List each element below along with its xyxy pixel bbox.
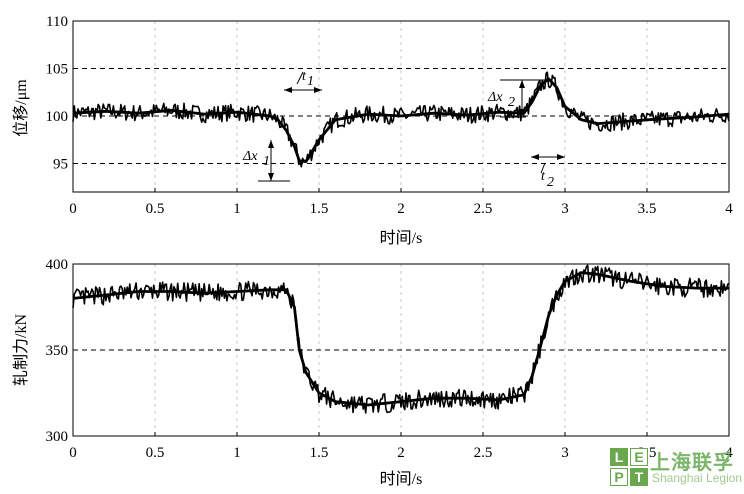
displacement-trend bbox=[72, 77, 730, 164]
x-tick-label: 3 bbox=[561, 201, 569, 217]
y-tick-label: 300 bbox=[46, 429, 69, 445]
y-tick-label: 95 bbox=[53, 157, 68, 173]
x-tick-label: 2.5 bbox=[474, 445, 493, 461]
annotation-dx1: Δx 1 bbox=[242, 140, 290, 182]
t2-label: t bbox=[541, 169, 546, 184]
t2-subscript: 2 bbox=[547, 175, 554, 190]
annotation-dx2: Δx 2 bbox=[487, 79, 552, 118]
displacement-series bbox=[72, 71, 730, 168]
rolling-force-ticks: 00.511.522.533.54300350400 bbox=[46, 257, 734, 461]
rolling-force-x-axis-label: 时间/s bbox=[380, 470, 423, 488]
x-tick-label: 1 bbox=[233, 201, 241, 217]
x-tick-label: 4 bbox=[725, 445, 733, 461]
x-tick-label: 1.5 bbox=[310, 201, 329, 217]
logo-letter: E bbox=[630, 448, 648, 466]
displacement-grid bbox=[73, 21, 729, 192]
x-tick-label: 2 bbox=[397, 445, 405, 461]
t1-subscript: 1 bbox=[307, 74, 314, 89]
rolling-force-y-axis-label: 轧制力/kN bbox=[12, 314, 30, 386]
x-tick-label: 0.5 bbox=[146, 445, 165, 461]
y-tick-label: 350 bbox=[46, 343, 69, 359]
displacement-x-axis-label: 时间/s bbox=[380, 229, 423, 247]
x-tick-label: 1.5 bbox=[310, 445, 329, 461]
dx2-label: Δx bbox=[487, 90, 503, 105]
t1-label: t bbox=[302, 69, 307, 84]
dx2-subscript: 2 bbox=[508, 95, 515, 110]
rolling-force-trend bbox=[72, 271, 729, 407]
x-tick-label: 2 bbox=[397, 201, 405, 217]
x-tick-label: 0.5 bbox=[146, 201, 165, 217]
watermark-name-en: Shanghai Legion bbox=[652, 471, 743, 485]
x-tick-label: 4 bbox=[725, 201, 733, 217]
displacement-y-axis-label: 位移/μm bbox=[12, 79, 30, 137]
annotation-t1: t 1 bbox=[284, 69, 322, 93]
x-tick-label: 3 bbox=[561, 445, 569, 461]
lept-logo: L E P T bbox=[610, 448, 650, 486]
x-tick-label: 3.5 bbox=[638, 201, 657, 217]
y-tick-label: 400 bbox=[46, 257, 69, 273]
x-tick-label: 1 bbox=[233, 445, 241, 461]
logo-letter: L bbox=[610, 448, 628, 466]
watermark-name-cn: 上海联孚 bbox=[650, 450, 734, 474]
dx1-subscript: 1 bbox=[263, 154, 270, 169]
y-tick-label: 100 bbox=[46, 109, 69, 125]
dx1-label: Δx bbox=[242, 149, 258, 164]
y-tick-label: 110 bbox=[46, 14, 68, 30]
annotation-t2: t 2 bbox=[531, 154, 565, 190]
x-tick-label: 0 bbox=[69, 445, 77, 461]
rolling-force-panel: 00.511.522.533.54300350400 时间/s 轧制力/kN bbox=[12, 257, 733, 488]
logo-letter: P bbox=[610, 468, 628, 486]
displacement-ticks: 0 0.5 1 1.5 2 2.5 3 3.5 4 95 100 105 110 bbox=[46, 14, 734, 217]
y-tick-label: 105 bbox=[46, 62, 69, 78]
x-tick-label: 0 bbox=[69, 201, 77, 217]
displacement-panel: 0 0.5 1 1.5 2 2.5 3 3.5 4 95 100 105 110 Δx 1 t 1 bbox=[12, 14, 733, 247]
x-tick-label: 2.5 bbox=[474, 201, 493, 217]
logo-letter: T bbox=[630, 468, 648, 486]
